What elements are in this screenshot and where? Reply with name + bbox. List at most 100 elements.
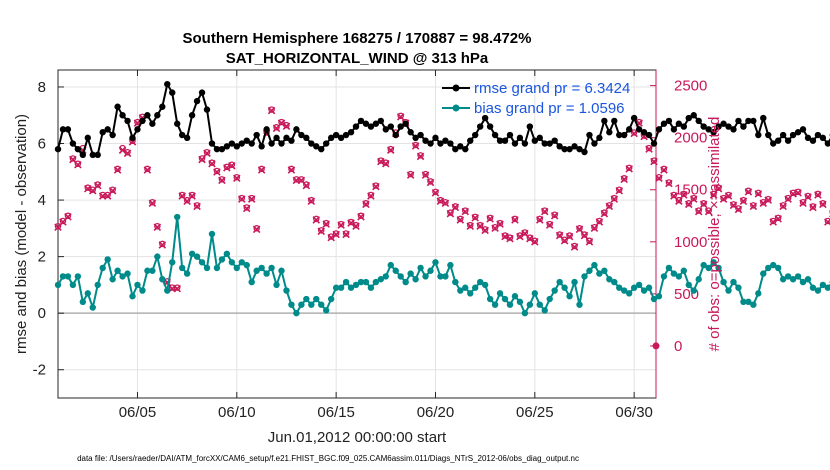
obs-assimilated-point	[650, 157, 658, 166]
obs-assimilated-point	[252, 225, 261, 234]
x-axis-label: Jun.01,2012 00:00:00 start	[268, 429, 447, 446]
obs-possible-point	[536, 215, 544, 223]
bias-point	[660, 273, 668, 280]
obs-assimilated-stroke	[694, 207, 703, 216]
x-tick-label: 06/10	[218, 404, 256, 421]
bias-point	[99, 264, 106, 272]
obs-assimilated-point	[396, 113, 405, 121]
obs-assimilated-stroke	[411, 142, 420, 150]
rmse-point	[258, 143, 265, 150]
obs-assimilated-stroke	[719, 195, 728, 203]
bias-point	[541, 307, 548, 314]
rmse-point	[84, 134, 92, 142]
obs-possible-point	[188, 191, 196, 199]
obs-possible-point	[764, 195, 772, 203]
obs-possible-point	[804, 192, 812, 200]
rmse-point	[174, 120, 181, 127]
bias-point	[481, 281, 489, 289]
rmse-point	[705, 126, 712, 133]
bias-point	[243, 261, 250, 269]
obs-assimilated-stroke	[302, 181, 311, 190]
obs-assimilated-stroke	[531, 238, 539, 246]
obs-assimilated-stroke	[74, 160, 82, 169]
bias-point	[591, 261, 598, 269]
obs-assimilated-stroke	[108, 187, 117, 195]
obs-possible-point	[248, 194, 255, 202]
rmse-point	[481, 114, 489, 122]
obs-possible-point	[774, 214, 782, 222]
bias-point	[169, 259, 176, 266]
bias-point	[154, 253, 161, 260]
bias-point	[223, 250, 231, 257]
obs-assimilated-point	[719, 195, 728, 203]
obs-possible-point	[680, 190, 688, 198]
bias-point	[770, 261, 777, 269]
rmse-point	[337, 134, 345, 142]
rmse-point	[208, 140, 216, 147]
obs-assimilated-point	[203, 149, 211, 158]
obs-assimilated-stroke	[466, 222, 475, 230]
obs-assimilated-stroke	[456, 216, 465, 224]
obs-assimilated-point	[148, 199, 157, 208]
obs-assimilated-point	[108, 187, 117, 195]
bias-point	[640, 287, 648, 294]
bias-point	[427, 267, 434, 274]
obs-possible-point	[715, 184, 722, 191]
rmse-point	[695, 117, 702, 125]
rmse-point	[278, 140, 285, 147]
obs-assimilated-stroke	[565, 232, 574, 241]
obs-possible-point	[178, 191, 186, 199]
obs-possible-point	[655, 174, 663, 181]
obs-possible-point	[203, 149, 211, 156]
obs-possible-point	[104, 191, 111, 199]
obs-assimilated-stroke	[516, 232, 524, 241]
rmse-point	[511, 140, 519, 147]
obs-assimilated-point	[481, 226, 489, 235]
x-axis: 06/05 06/10 06/15 06/20 06/25 06/30	[119, 70, 653, 421]
bias-point	[84, 290, 92, 297]
rmse-point	[139, 117, 146, 125]
data-layer	[54, 80, 830, 350]
obs-assimilated-stroke	[540, 207, 549, 216]
bias-point	[809, 284, 817, 291]
legend: rmse grand pr = 6.3424 bias grand pr = 1…	[442, 80, 630, 117]
obs-assimilated-point	[516, 232, 524, 241]
obs-assimilated-point	[118, 146, 127, 154]
rmse-point	[462, 145, 469, 153]
obs-assimilated-point	[689, 195, 698, 203]
obs-assimilated-point	[764, 196, 773, 204]
rmse-point	[228, 140, 236, 147]
bias-point	[730, 278, 737, 286]
bias-point	[447, 261, 454, 269]
obs-assimilated-point	[680, 191, 688, 199]
obs-assimilated-point	[461, 207, 470, 216]
obs-assimilated-stroke	[595, 218, 604, 226]
obs-assimilated-stroke	[814, 191, 822, 199]
obs-assimilated-stroke	[93, 181, 102, 190]
obs-assimilated-stroke	[580, 231, 589, 240]
bias-point	[437, 273, 444, 280]
bias-point	[516, 298, 524, 306]
obs-possible-point	[387, 145, 395, 153]
obs-assimilated-stroke	[203, 149, 211, 158]
obs-assimilated-point	[158, 241, 167, 249]
bias-point	[109, 276, 116, 283]
obs-possible-point	[591, 223, 598, 231]
bias-point	[114, 267, 121, 274]
rmse-point	[740, 123, 747, 130]
rmse-point	[392, 131, 399, 139]
chart-subtitle: SAT_HORIZONTAL_WIND @ 313 hPa	[226, 50, 489, 67]
obs-assimilated-stroke	[158, 241, 167, 249]
obs-possible-point	[69, 155, 77, 162]
bias-point	[228, 259, 236, 266]
y-tick-label: -2	[33, 362, 46, 379]
obs-assimilated-stroke	[357, 213, 365, 221]
obs-possible-point	[457, 215, 464, 223]
obs-assimilated-stroke	[724, 192, 733, 200]
obs-assimilated-point	[247, 195, 256, 203]
rmse-point	[377, 117, 385, 125]
obs-assimilated-stroke	[64, 213, 72, 221]
obs-assimilated-point	[531, 238, 539, 246]
obs-assimilated-stroke	[744, 188, 753, 196]
